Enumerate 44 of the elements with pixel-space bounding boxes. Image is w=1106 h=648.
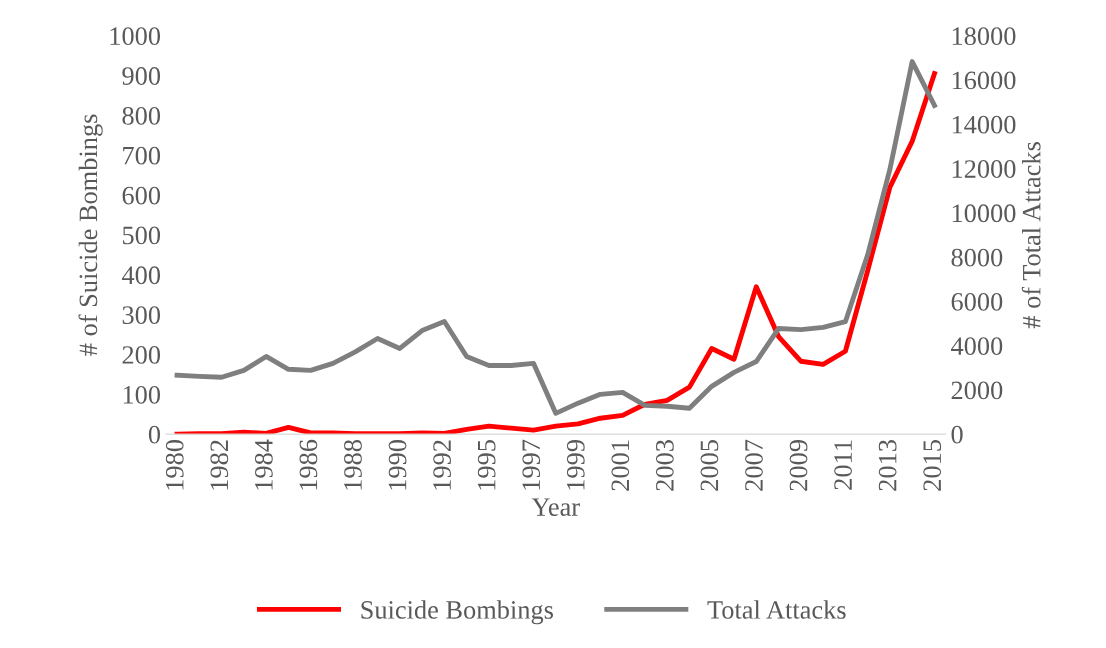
x-tick-label: 2015 [923,440,942,491]
y2-tick-label: 12000 [952,160,1016,178]
y2-tick-label: 4000 [951,337,1003,356]
x-tick-label: 1984 [254,439,273,490]
y-tick-label: 300 [122,306,161,325]
y-tick-label: 400 [121,266,161,285]
x-tick-label: 1997 [522,439,541,490]
y-tick-label: 200 [122,346,161,364]
y-tick-label: 600 [122,186,161,205]
x-tick-label: 2005 [700,440,719,491]
x-tick-label: 2001 [611,440,630,491]
y-axis-title: # of Suicide Bombings [78,114,103,356]
x-tick-label: 1980 [165,440,184,490]
y-tick-label: 900 [122,67,161,85]
y2-tick-label: 14000 [952,115,1016,134]
x-tick-label: 1988 [344,440,362,490]
x-tick-label: 2013 [878,440,897,491]
y2-tick-label: 2000 [951,381,1003,400]
x-tick-label: 2011 [834,440,852,490]
x-tick-label: 2003 [655,440,674,491]
x-tick-label: 1982 [210,440,229,490]
x-axis-title: Year [531,498,580,516]
y2-tick-label: 8000 [951,248,1003,267]
y-tick-label: 800 [122,106,161,125]
y2-tick-label: 18000 [952,27,1016,46]
x-tick-label: 1992 [433,440,451,490]
y-tick-label: 100 [123,385,161,404]
y2-axis-title: # of Total Attacks [1021,142,1041,329]
x-tick-label: 1990 [388,440,407,490]
y-tick-label: 1000 [110,27,161,46]
y2-tick-label: 0 [951,425,963,444]
y2-tick-label: 6000 [951,292,1003,311]
y-tick-label: 700 [123,146,161,165]
y2-tick-label: 10000 [952,204,1016,223]
y-tick-label: 0 [148,425,161,444]
x-tick-label: 1986 [299,439,318,490]
legend-label: Suicide Bombings [361,600,553,625]
y2-tick-label: 16000 [952,71,1016,90]
x-tick-label: 2009 [789,440,808,491]
x-tick-label: 1999 [566,440,585,490]
y-tick-label: 500 [122,226,161,245]
x-tick-label: 1995 [477,440,496,490]
x-tick-label: 2007 [745,439,763,491]
legend-label: Total Attacks [707,600,846,619]
